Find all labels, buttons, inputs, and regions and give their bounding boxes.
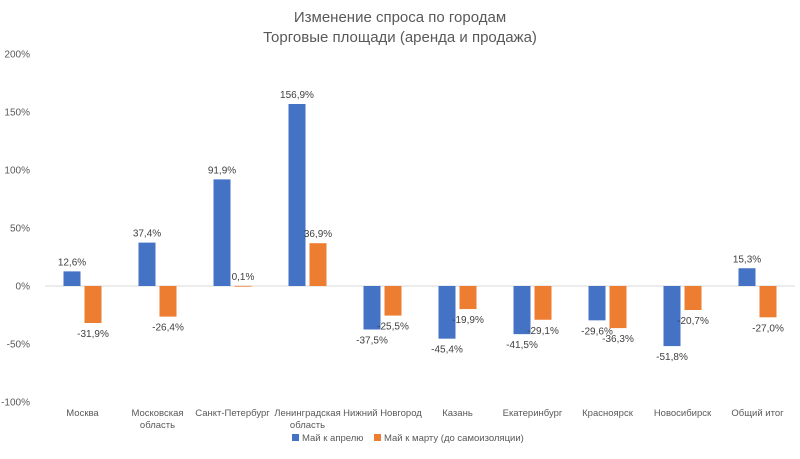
legend-may-vs-april-swatch <box>292 434 299 441</box>
data-label: -29,6% <box>581 326 613 337</box>
data-label: -19,9% <box>452 315 484 326</box>
data-label: 15,3% <box>733 254 761 265</box>
data-label: -36,3% <box>602 334 634 345</box>
chart-subtitle: Торговые площади (аренда и продажа) <box>263 29 537 46</box>
data-label: 36,9% <box>304 229 332 240</box>
y-tick-label: 50% <box>10 224 30 235</box>
x-category-label: Новосибирск <box>654 408 712 419</box>
x-category-label: Красноярск <box>582 408 634 419</box>
x-category-label: Московская <box>131 408 183 419</box>
bar-may-vs-march <box>234 285 252 287</box>
y-tick-label: -50% <box>7 340 30 351</box>
legend-may-vs-march-label: Май к марту (до самоизоляции) <box>384 433 524 444</box>
data-label: -27,0% <box>752 323 784 334</box>
data-label: 12,6% <box>58 257 86 268</box>
y-tick-label: 200% <box>4 50 30 61</box>
y-tick-label: -100% <box>1 398 30 409</box>
y-tick-label: 0% <box>16 282 31 293</box>
bar-may-vs-march <box>459 286 477 310</box>
x-category-label: Ленинградская <box>274 408 340 419</box>
data-label: -41,5% <box>506 340 538 351</box>
bar-may-vs-march <box>534 286 552 320</box>
bar-may-vs-april <box>63 271 81 286</box>
data-label: 0,1% <box>232 272 255 283</box>
data-label: -31,9% <box>77 329 109 340</box>
bar-may-vs-march <box>609 286 627 329</box>
data-label: -26,4% <box>152 323 184 334</box>
x-category-label: область <box>140 420 175 431</box>
legend-may-vs-april-label: Май к апрелю <box>302 433 363 444</box>
bar-may-vs-march <box>384 286 402 316</box>
y-tick-label: 150% <box>4 108 30 119</box>
bar-may-vs-april <box>138 242 156 286</box>
chart-title: Изменение спроса по городам <box>293 9 507 26</box>
data-label: 91,9% <box>208 165 236 176</box>
bar-may-vs-march <box>309 243 327 286</box>
bar-may-vs-april <box>663 286 681 347</box>
data-label: -37,5% <box>356 336 388 347</box>
x-category-label: Москва <box>66 408 99 419</box>
bar-may-vs-april <box>513 286 531 335</box>
x-category-label: Общий итог <box>731 408 784 419</box>
bar-may-vs-march <box>759 286 777 318</box>
x-category-label: Санкт-Петербург <box>195 408 270 419</box>
y-tick-label: 100% <box>4 166 30 177</box>
data-label: -20,7% <box>677 316 709 327</box>
x-category-label: Нижний Новгород <box>343 408 422 419</box>
x-category-label: Екатеринбург <box>503 408 563 419</box>
bar-may-vs-april <box>288 103 306 286</box>
data-label: -25,5% <box>377 322 409 333</box>
data-label: -29,1% <box>527 326 559 337</box>
data-label: -51,8% <box>656 352 688 363</box>
bar-may-vs-april <box>738 268 756 286</box>
x-category-label: область <box>290 420 325 431</box>
bar-may-vs-april <box>438 286 456 339</box>
bar-may-vs-march <box>159 286 177 317</box>
data-label: 156,9% <box>280 90 314 101</box>
bar-may-vs-april <box>213 179 231 286</box>
bar-may-vs-march <box>84 286 102 324</box>
bar-may-vs-april <box>588 286 606 321</box>
bar-may-vs-april <box>363 286 381 330</box>
bar-may-vs-march <box>684 286 702 311</box>
data-label: 37,4% <box>133 229 161 240</box>
data-label: -45,4% <box>431 345 463 356</box>
x-category-label: Казань <box>442 408 473 419</box>
legend-may-vs-march-swatch <box>374 434 381 441</box>
